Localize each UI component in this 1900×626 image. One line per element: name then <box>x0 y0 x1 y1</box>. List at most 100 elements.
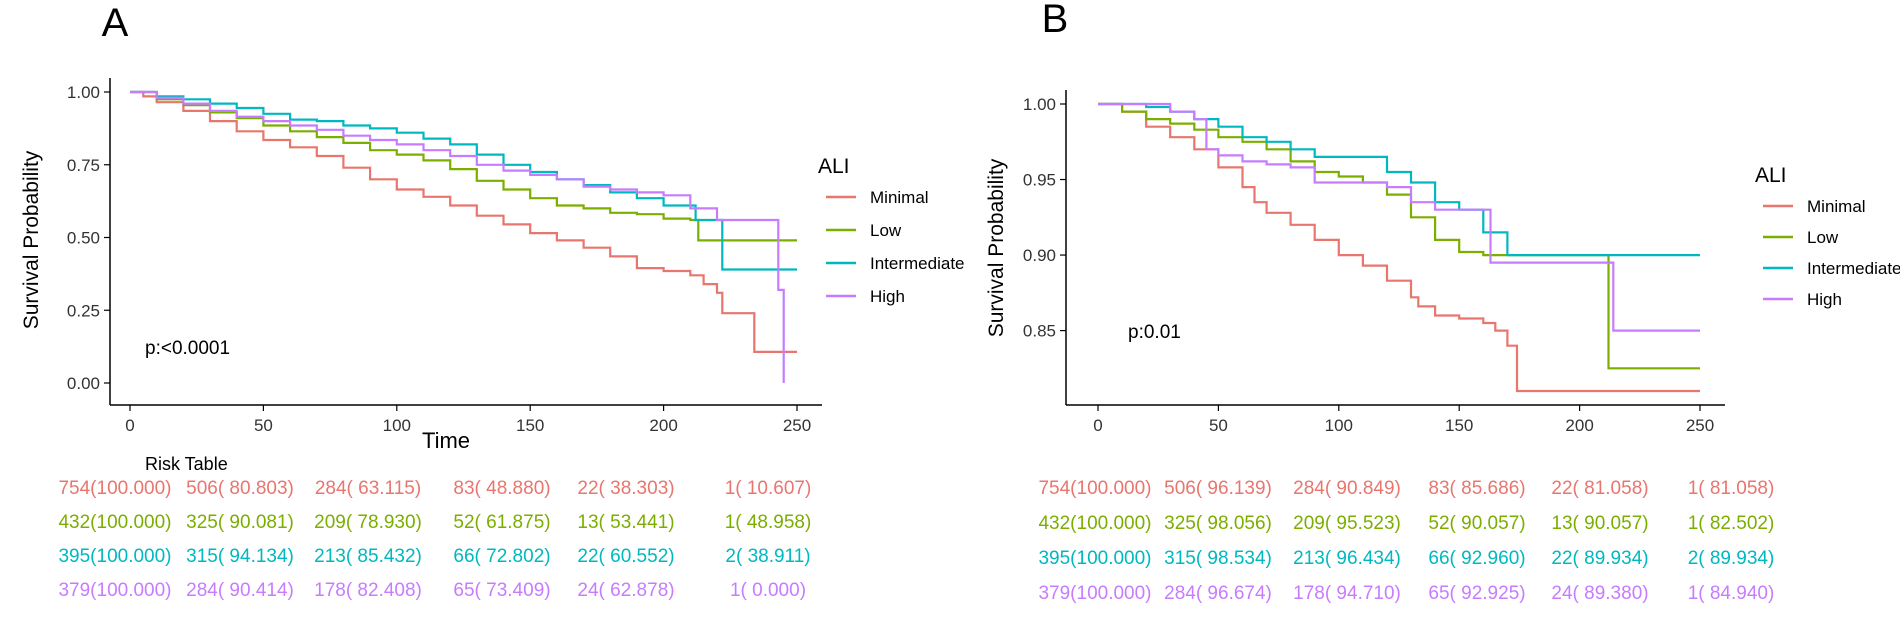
y-axis-title: Survival Probability <box>20 150 43 329</box>
risk-table-cell: 1( 0.000) <box>730 580 806 601</box>
risk-table-cell: 284( 96.674) <box>1164 583 1272 604</box>
risk-table-cell: 24( 89.380) <box>1551 583 1648 604</box>
risk-table-cell: 1( 82.502) <box>1688 513 1775 534</box>
risk-table-cell: 13( 90.057) <box>1551 513 1648 534</box>
risk-table-cell: 213( 96.434) <box>1293 548 1401 569</box>
legend-label-minimal: Minimal <box>1807 197 1866 216</box>
risk-table-cell: 2( 38.911) <box>725 546 810 567</box>
risk-table: 754(100.000) 506( 96.139) 284( 90.849) 83( … <box>1038 478 1774 604</box>
x-tick-label: 100 <box>383 416 411 435</box>
survival-curve-intermediate <box>1098 102 1700 257</box>
x-tick-label: 250 <box>1686 416 1714 435</box>
legend: ALI Minimal Low Intermediate High <box>818 155 965 306</box>
risk-table-cell: 754(100.000) <box>58 478 171 499</box>
x-tick-label: 50 <box>254 416 273 435</box>
risk-table-cell: 325( 90.081) <box>186 512 294 533</box>
y-tick-label: 0.85 <box>1023 322 1056 341</box>
risk-table-cell: 432(100.000) <box>58 512 171 533</box>
y-tick-label: 0.95 <box>1023 171 1056 190</box>
x-tick-label: 150 <box>516 416 544 435</box>
survival-curve-intermediate <box>130 90 797 271</box>
y-tick-label: 1.00 <box>67 83 100 102</box>
survival-curve-minimal <box>1098 102 1700 393</box>
risk-table-cell: 52( 90.057) <box>1428 513 1525 534</box>
legend-label-low: Low <box>870 221 902 240</box>
risk-table-cell: 1( 81.058) <box>1688 478 1775 499</box>
panel-label: A <box>102 1 129 45</box>
risk-table-cell: 2( 89.934) <box>1688 548 1775 569</box>
risk-table-cell: 66( 72.802) <box>453 546 550 567</box>
legend-label-high: High <box>870 287 905 306</box>
risk-table-title: Risk Table <box>145 454 228 474</box>
risk-table-cell: 178( 82.408) <box>314 580 422 601</box>
panel-label: B <box>1042 0 1069 41</box>
risk-table-cell: 22( 81.058) <box>1551 478 1648 499</box>
risk-table-cell: 506( 96.139) <box>1164 478 1272 499</box>
risk-table-cell: 754(100.000) <box>1038 478 1151 499</box>
legend-label-intermediate: Intermediate <box>1807 259 1900 278</box>
y-tick-label: 0.00 <box>67 374 100 393</box>
risk-table-cell: 13( 53.441) <box>577 512 674 533</box>
x-tick-label: 0 <box>1093 416 1102 435</box>
y-tick-label: 0.75 <box>67 156 100 175</box>
panel-b: B 0 50 100 150 200 250 0.85 0.90 0.95 1.00 Survival… <box>985 0 1900 604</box>
risk-table-cell: 22( 89.934) <box>1551 548 1648 569</box>
legend: ALI Minimal Low Intermediate High <box>1755 164 1900 309</box>
risk-table-cell: 65( 92.925) <box>1428 583 1525 604</box>
risk-table-cell: 52( 61.875) <box>453 512 550 533</box>
y-axis-title: Survival Probability <box>985 158 1008 337</box>
x-tick-label: 50 <box>1209 416 1228 435</box>
risk-table-cell: 213( 85.432) <box>314 546 422 567</box>
y-tick-label: 0.25 <box>67 301 100 320</box>
risk-table-cell: 65( 73.409) <box>453 580 550 601</box>
risk-table-cell: 209( 78.930) <box>314 512 422 533</box>
risk-table-cell: 325( 98.056) <box>1164 513 1272 534</box>
risk-table-cell: 432(100.000) <box>1038 513 1151 534</box>
risk-table-cell: 506( 80.803) <box>186 478 294 499</box>
risk-table-cell: 379(100.000) <box>58 580 171 601</box>
y-tick-label: 1.00 <box>1023 95 1056 114</box>
survival-curve-minimal <box>130 90 797 353</box>
risk-table-cell: 1( 10.607) <box>725 478 812 499</box>
risk-table-cell: 83( 48.880) <box>453 478 550 499</box>
x-tick-label: 200 <box>649 416 677 435</box>
legend-label-low: Low <box>1807 228 1839 247</box>
risk-table-cell: 24( 62.878) <box>577 580 674 601</box>
risk-table-cell: 83( 85.686) <box>1428 478 1525 499</box>
y-tick-label: 0.50 <box>67 229 100 248</box>
risk-table-cell: 1( 48.958) <box>725 512 812 533</box>
x-tick-label: 150 <box>1445 416 1473 435</box>
risk-table-cell: 315( 98.534) <box>1164 548 1272 569</box>
risk-table-cell: 395(100.000) <box>1038 548 1151 569</box>
x-tick-label: 250 <box>783 416 811 435</box>
x-tick-label: 200 <box>1565 416 1593 435</box>
risk-table-cell: 178( 94.710) <box>1293 583 1401 604</box>
risk-table-cell: 379(100.000) <box>1038 583 1151 604</box>
x-axis-title: Time <box>422 428 470 453</box>
risk-table-cell: 1( 84.940) <box>1688 583 1775 604</box>
risk-table-cell: 315( 94.134) <box>186 546 294 567</box>
survival-curve-high <box>130 90 785 383</box>
risk-table-cell: 284( 90.849) <box>1293 478 1401 499</box>
risk-table-cell: 284( 63.115) <box>315 478 421 499</box>
legend-title: ALI <box>1755 164 1787 187</box>
panel-a: A 0 50 100 150 200 250 0.00 0.25 0.50 0.75 1.00 Surv… <box>20 1 965 601</box>
risk-table-cell: 22( 60.552) <box>577 546 674 567</box>
y-tick-label: 0.90 <box>1023 246 1056 265</box>
risk-table: Risk Table 754(100.000) 506( 80.803) 284( 6… <box>58 454 811 601</box>
risk-table-cell: 209( 95.523) <box>1293 513 1401 534</box>
risk-table-cell: 66( 92.960) <box>1428 548 1525 569</box>
risk-table-cell: 22( 38.303) <box>577 478 674 499</box>
legend-label-high: High <box>1807 290 1842 309</box>
legend-title: ALI <box>818 155 850 178</box>
legend-label-minimal: Minimal <box>870 188 929 207</box>
survival-curve-low <box>130 90 797 242</box>
survival-curve-low <box>1098 102 1700 370</box>
p-value-annotation: p:0.01 <box>1128 322 1181 343</box>
x-tick-label: 100 <box>1325 416 1353 435</box>
x-tick-label: 0 <box>125 416 134 435</box>
survival-curve-high <box>1098 102 1700 332</box>
legend-label-intermediate: Intermediate <box>870 254 965 273</box>
risk-table-cell: 284( 90.414) <box>186 580 294 601</box>
